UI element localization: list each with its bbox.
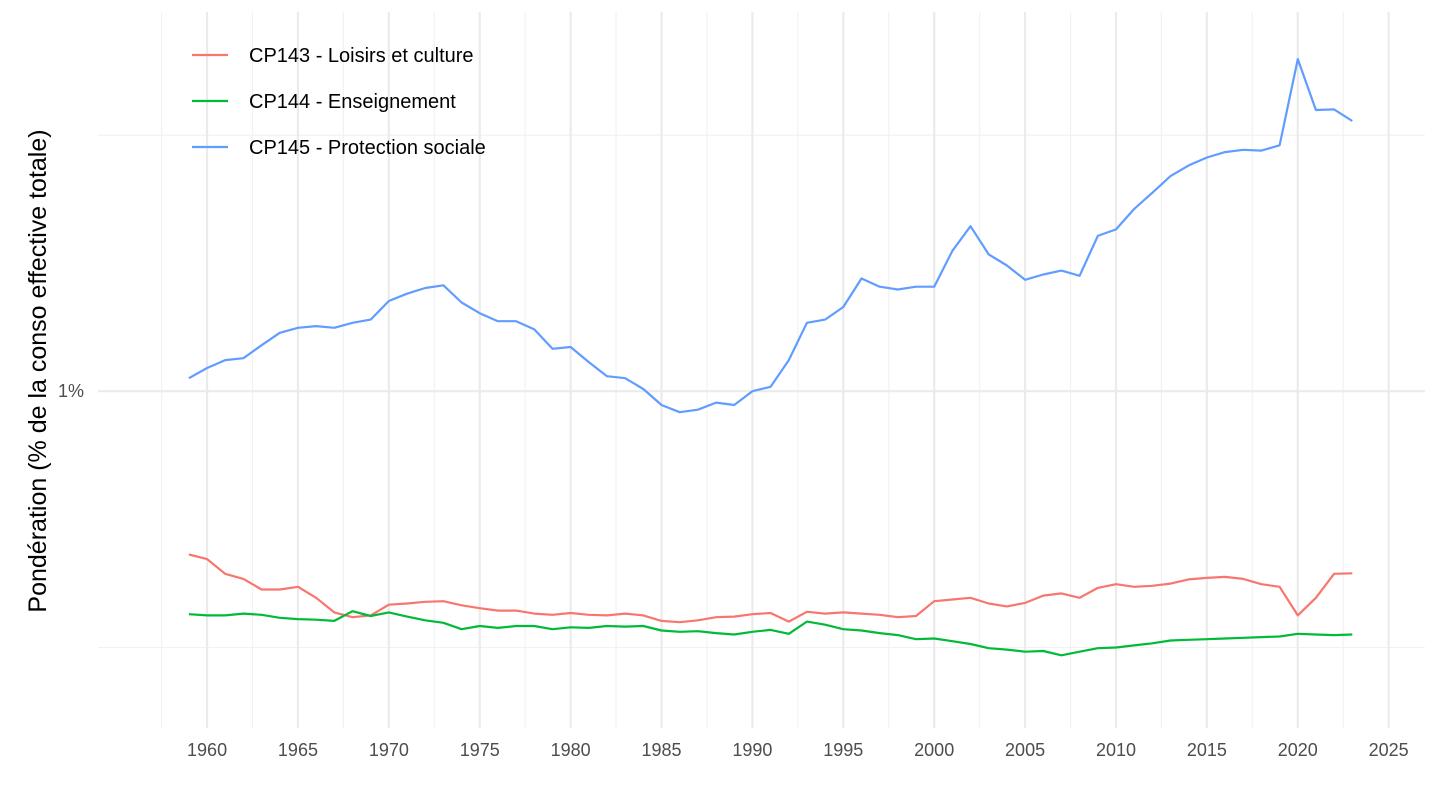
series-line-3 bbox=[188, 57, 1353, 414]
x-tick-label: 1985 bbox=[641, 740, 681, 760]
legend-label: CP145 - Protection sociale bbox=[249, 137, 486, 159]
x-tick-label: 2000 bbox=[914, 740, 954, 760]
y-axis-title: Pondération (% de la conso effective tot… bbox=[24, 129, 52, 612]
minor-gridlines bbox=[98, 12, 1425, 728]
x-tick-label: 1980 bbox=[551, 740, 591, 760]
x-tick-label: 2015 bbox=[1187, 740, 1227, 760]
major-gridlines bbox=[98, 12, 1425, 728]
x-tick-label: 1960 bbox=[187, 740, 227, 760]
series-lines bbox=[188, 57, 1353, 657]
x-tick-label: 2010 bbox=[1096, 740, 1136, 760]
series-line-2 bbox=[188, 610, 1353, 657]
x-tick-label: 1970 bbox=[369, 740, 409, 760]
x-tick-label: 2025 bbox=[1369, 740, 1409, 760]
legend-item: CP143 - Loisirs et culture bbox=[192, 45, 474, 67]
x-tick-label: 2005 bbox=[1005, 740, 1045, 760]
x-axis-ticks: 1960 1965 1970 1975 1980 1985 1990 1995 2000 2005… bbox=[187, 740, 1409, 760]
series-line-1 bbox=[188, 553, 1353, 624]
legend: CP143 - Loisirs et culture CP144 - Enseig… bbox=[192, 45, 486, 159]
x-tick-label: 1995 bbox=[823, 740, 863, 760]
x-tick-label: 2020 bbox=[1278, 740, 1318, 760]
y-tick-label: 1% bbox=[58, 381, 84, 401]
legend-item: CP145 - Protection sociale bbox=[192, 137, 486, 159]
x-tick-label: 1965 bbox=[278, 740, 318, 760]
x-tick-label: 1975 bbox=[460, 740, 500, 760]
x-tick-label: 1990 bbox=[732, 740, 772, 760]
legend-label: CP143 - Loisirs et culture bbox=[249, 45, 474, 67]
legend-label: CP144 - Enseignement bbox=[249, 91, 456, 113]
legend-item: CP144 - Enseignement bbox=[192, 91, 456, 113]
y-axis-ticks: 1% bbox=[58, 381, 84, 401]
